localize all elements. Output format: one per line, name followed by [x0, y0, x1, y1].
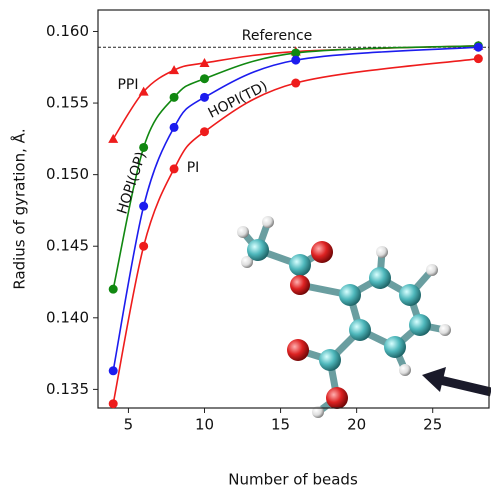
data-point: [291, 79, 300, 88]
data-point: [474, 54, 483, 63]
x-axis-title: Number of beads: [228, 471, 358, 489]
data-point: [139, 143, 148, 152]
data-point: [139, 202, 148, 211]
data-point: [170, 164, 179, 173]
data-point: [200, 93, 209, 102]
y-tick-label: 0.150: [46, 165, 89, 183]
data-point: [169, 65, 179, 74]
y-tick-label: 0.140: [46, 308, 89, 326]
y-tick-label: 0.135: [46, 380, 89, 398]
data-point: [291, 56, 300, 65]
series-label: PI: [187, 160, 200, 176]
data-point: [108, 134, 118, 143]
pointer-arrow: [422, 367, 491, 392]
reference-label: Reference: [242, 28, 313, 44]
data-point: [139, 242, 148, 251]
y-axis-title: Radius of gyration, Å.: [10, 128, 29, 289]
series-label: PPI: [117, 77, 138, 93]
x-tick-label: 15: [271, 416, 290, 434]
data-point: [109, 285, 118, 294]
series-label: HOPI(TD): [206, 78, 271, 121]
data-point: [170, 123, 179, 132]
y-tick-label: 0.145: [46, 237, 89, 255]
molecule-atoms: [237, 216, 451, 418]
data-point: [200, 74, 209, 83]
data-point: [109, 399, 118, 408]
x-tick-label: 20: [347, 416, 366, 434]
data-point: [200, 127, 209, 136]
y-tick-label: 0.155: [46, 94, 89, 112]
data-point: [109, 366, 118, 375]
x-tick-label: 10: [195, 416, 214, 434]
x-tick-label: 5: [124, 416, 134, 434]
x-tick-label: 25: [423, 416, 442, 434]
y-tick-label: 0.160: [46, 22, 89, 40]
chart: Radius of gyration, Å. Number of beads 0…: [0, 0, 491, 491]
data-point: [170, 93, 179, 102]
data-point: [474, 43, 483, 52]
